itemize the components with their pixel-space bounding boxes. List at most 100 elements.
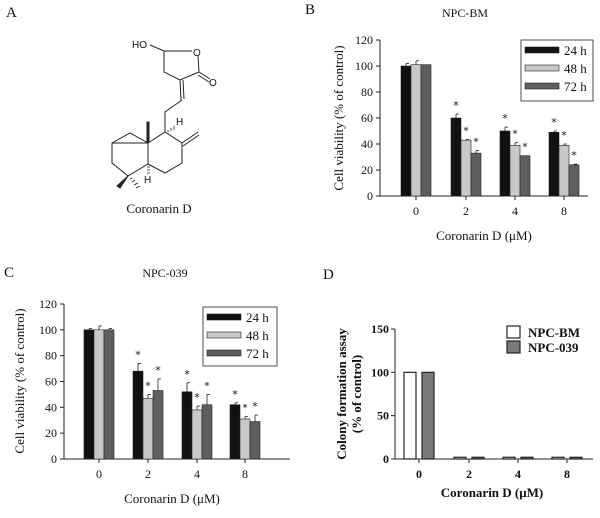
y-tick-label: 100 <box>371 365 389 379</box>
bar-npc-039 <box>421 371 435 460</box>
legend-label: NPC-039 <box>528 340 579 355</box>
y-tick-label: 0 <box>367 189 373 203</box>
legend-label: 24 h <box>246 310 269 325</box>
significance-star: * <box>502 112 508 125</box>
legend-swatch <box>506 325 521 339</box>
chart-colony-formation: 0 50 100 150 0 2 4 8 Coronarin D (μM) Colony form… <box>334 322 593 500</box>
bar-48h <box>509 145 521 197</box>
y-tick-label: 100 <box>39 323 57 337</box>
coronarin-d-structure <box>111 44 211 189</box>
atom-label-h5: H <box>144 175 151 186</box>
legend-swatch <box>206 331 242 339</box>
bar-72h <box>152 390 164 460</box>
bar-npc-bm <box>403 371 417 460</box>
legend-swatch <box>206 349 242 357</box>
bar-24h <box>499 130 511 197</box>
panel-label-c: C <box>4 265 14 281</box>
bar-24h <box>450 117 462 197</box>
bar-48h <box>410 64 422 197</box>
significance-star: * <box>232 388 238 401</box>
legend-swatch <box>524 46 560 54</box>
x-tick-label: 8 <box>242 467 248 481</box>
bar-24h <box>83 329 95 460</box>
bar-24h <box>132 370 144 460</box>
y-tick-label: 60 <box>45 375 57 389</box>
significance-star: * <box>135 348 141 361</box>
bar-npc-bm <box>551 456 565 460</box>
bar-72h <box>103 329 115 460</box>
bar-24h <box>181 391 193 460</box>
x-tick-label: 8 <box>564 467 570 481</box>
bar-48h <box>460 139 472 197</box>
y-axis-label: Cell viability (% of control) <box>12 308 27 453</box>
significance-star: * <box>145 379 151 392</box>
significance-star: * <box>453 99 459 112</box>
significance-star: * <box>512 128 518 141</box>
bar-48h <box>142 397 154 460</box>
bar-24h <box>548 132 560 197</box>
bar-npc-bm <box>502 456 516 460</box>
bar-npc-039 <box>520 456 534 460</box>
chart-npc-039: NPC-039 0 20 40 60 80 100 120 0 2 4 8 * * * * * * * * * Coron… <box>12 266 290 506</box>
significance-star: * <box>463 124 469 137</box>
significance-star: * <box>561 129 567 142</box>
bar-48h <box>93 329 105 460</box>
bar-72h <box>201 404 213 460</box>
bar-72h <box>249 421 261 460</box>
x-tick-label: 8 <box>561 204 567 218</box>
significance-star: * <box>155 364 161 377</box>
bar-72h <box>470 152 482 197</box>
x-tick-label: 0 <box>96 467 102 481</box>
x-tick-label: 2 <box>466 467 472 481</box>
legend-label: NPC-BM <box>528 325 580 340</box>
significance-star: * <box>571 149 577 162</box>
y-axis-label: (% of control) <box>349 355 364 433</box>
atom-label-ring-o: O <box>193 48 201 59</box>
panel-label-d: D <box>323 267 334 283</box>
legend-label: 48 h <box>564 61 587 76</box>
y-tick-label: 0 <box>51 452 57 466</box>
bar-npc-039 <box>569 456 583 460</box>
y-tick-label: 120 <box>39 297 57 311</box>
significance-star: * <box>522 141 528 154</box>
significance-star: * <box>242 401 248 414</box>
bar-npc-039 <box>471 456 485 460</box>
legend-swatch <box>524 82 560 90</box>
y-tick-label: 120 <box>355 33 373 47</box>
legend-label: 48 h <box>246 328 269 343</box>
x-tick-label: 0 <box>416 467 422 481</box>
x-tick-label: 2 <box>463 204 469 218</box>
bar-48h <box>558 145 570 197</box>
x-axis-label: Coronarin D (μM) <box>441 485 543 500</box>
atom-label-carbonyl-o: O <box>209 78 217 89</box>
legend-label: 24 h <box>564 43 587 58</box>
bar-72h <box>568 164 580 197</box>
significance-star: * <box>252 400 258 413</box>
bar-npc-bm <box>453 456 467 460</box>
chart-title: NPC-039 <box>142 266 187 280</box>
bar-24h <box>400 65 412 197</box>
panel-label-a: A <box>6 5 17 21</box>
x-axis-label: Coronarin D (μM) <box>436 228 532 243</box>
significance-star: * <box>551 116 557 129</box>
y-tick-label: 40 <box>45 400 57 414</box>
bar-72h <box>519 155 531 197</box>
significance-star: * <box>184 368 190 381</box>
y-tick-label: 50 <box>377 409 389 423</box>
legend-swatch <box>524 64 560 72</box>
x-tick-label: 0 <box>413 204 419 218</box>
structure-caption: Coronarin D <box>126 201 191 216</box>
x-tick-label: 2 <box>145 467 151 481</box>
y-tick-label: 80 <box>45 349 57 363</box>
legend-label: 72 h <box>246 346 269 361</box>
x-tick-label: 4 <box>515 467 521 481</box>
chart-title: NPC-BM <box>442 6 488 20</box>
x-axis-label: Coronarin D (μM) <box>124 491 220 506</box>
bar-24h <box>229 404 241 460</box>
y-tick-label: 150 <box>371 322 389 336</box>
bar-48h <box>239 418 251 460</box>
y-tick-label: 0 <box>383 452 389 466</box>
legend-label: 72 h <box>564 79 587 94</box>
bar-72h <box>420 64 432 197</box>
